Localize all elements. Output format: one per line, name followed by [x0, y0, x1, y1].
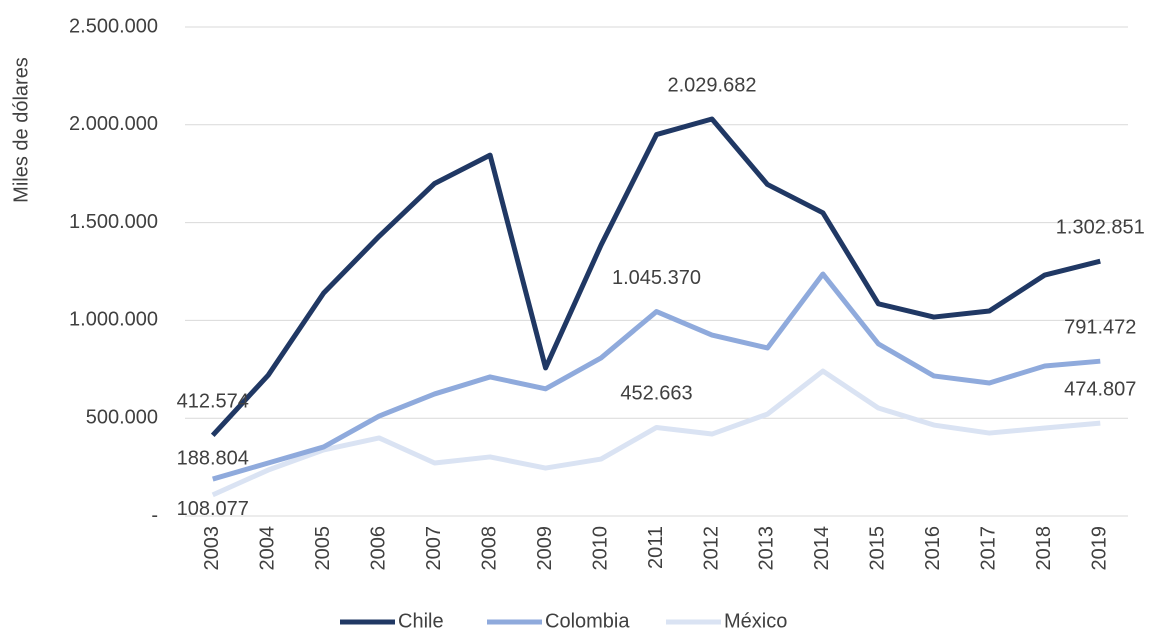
x-tick-label: 2019 [1089, 526, 1111, 571]
y-tick-label: 2.000.000 [69, 113, 158, 135]
x-tick-label: 2018 [1033, 526, 1055, 571]
data-label: 791.472 [1064, 316, 1136, 338]
x-tick-label: 2017 [978, 526, 1000, 571]
legend-label: Chile [398, 610, 444, 632]
x-tick-label: 2009 [534, 526, 556, 571]
data-label: 1.045.370 [612, 267, 701, 289]
x-tick-label: 2011 [645, 526, 667, 569]
y-tick-label: 1.500.000 [69, 211, 158, 233]
x-tick-label: 2003 [201, 526, 223, 571]
data-label: 2.029.682 [667, 74, 756, 96]
legend-label: México [724, 610, 787, 632]
y-tick-label: 500.000 [86, 406, 158, 428]
x-tick-label: 2007 [423, 526, 445, 571]
y-axis-title: Miles de dólares [10, 57, 32, 203]
x-tick-label: 2012 [700, 526, 722, 571]
x-tick-label: 2006 [367, 526, 389, 571]
data-label: 1.302.851 [1056, 216, 1145, 238]
x-tick-label: 2015 [867, 526, 889, 571]
x-tick-label: 2016 [922, 526, 944, 571]
x-tick-label: 2014 [811, 526, 833, 571]
x-tick-label: 2004 [256, 526, 278, 571]
x-tick-label: 2008 [478, 526, 500, 571]
data-label: 474.807 [1064, 378, 1136, 400]
data-label: 412.574 [177, 391, 249, 413]
data-label: 188.804 [177, 447, 249, 469]
x-tick-label: 2013 [756, 526, 778, 571]
data-label: 452.663 [620, 383, 692, 405]
line-series [212, 271, 1101, 482]
y-tick-label: 1.000.000 [69, 309, 158, 331]
x-tick-label: 2005 [312, 526, 334, 571]
x-tick-label: 2010 [589, 526, 611, 571]
legend-label: Colombia [545, 610, 630, 632]
line-series [211, 368, 1101, 498]
y-tick-label: 2.500.000 [69, 15, 158, 37]
y-tick-label: - [151, 504, 158, 526]
data-label: 108.077 [177, 498, 249, 520]
line-series [210, 116, 1101, 437]
